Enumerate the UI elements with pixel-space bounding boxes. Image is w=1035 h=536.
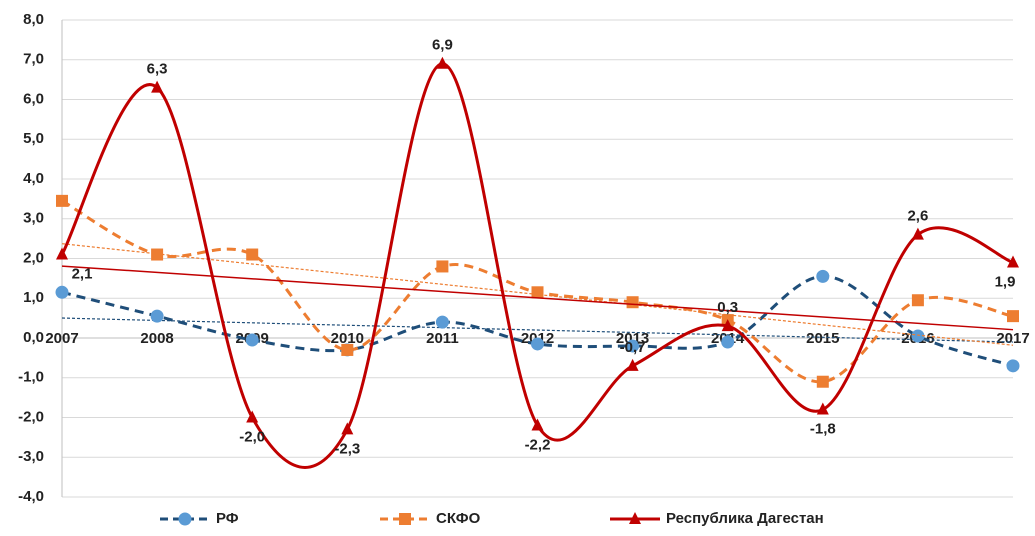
marker	[721, 335, 735, 349]
y-tick-label: -2,0	[18, 408, 44, 425]
y-tick-label: 0,0	[23, 329, 44, 346]
x-tick-label: 2010	[331, 330, 364, 347]
marker	[341, 422, 354, 435]
y-tick-label: 1,0	[23, 289, 44, 306]
series-line	[61, 199, 1014, 384]
data-label: 0,3	[717, 299, 738, 316]
marker	[816, 402, 829, 415]
trendline	[61, 317, 1014, 343]
data-label: -2,3	[334, 440, 360, 457]
legend-label: СКФО	[436, 510, 481, 527]
marker	[151, 80, 164, 93]
marker	[531, 286, 544, 299]
marker	[911, 227, 924, 240]
y-tick-label: 2,0	[23, 249, 44, 266]
marker	[531, 337, 544, 351]
trendline	[61, 265, 1014, 331]
data-label: 2,1	[72, 265, 93, 282]
marker	[341, 343, 354, 356]
data-label: 6,9	[432, 37, 453, 54]
data-label: -0,7	[620, 339, 646, 356]
trendline	[61, 243, 1014, 346]
data-label: -1,8	[810, 421, 836, 438]
marker	[626, 296, 639, 309]
marker	[721, 319, 734, 332]
legend-item: СКФО	[380, 510, 481, 527]
y-tick-label: -3,0	[18, 448, 44, 465]
marker	[246, 410, 259, 423]
marker	[150, 309, 164, 323]
x-tick-label: 2011	[426, 330, 459, 347]
marker	[626, 358, 639, 371]
y-tick-label: 4,0	[23, 170, 44, 187]
y-tick-label: 8,0	[23, 11, 44, 28]
data-label: -2,0	[239, 428, 265, 445]
marker	[56, 247, 68, 260]
y-tick-label: 6,0	[23, 90, 44, 107]
y-tick-label: 5,0	[23, 130, 44, 147]
data-label: -2,2	[525, 436, 551, 453]
y-tick-label: -1,0	[18, 369, 44, 386]
marker	[399, 513, 411, 525]
marker	[816, 269, 830, 283]
marker	[436, 56, 449, 69]
y-tick-label: -4,0	[18, 488, 44, 505]
data-label: 1,9	[995, 273, 1016, 290]
data-label: 2,6	[907, 208, 928, 225]
x-tick-label: 2015	[806, 330, 839, 347]
marker	[1007, 310, 1019, 323]
marker	[626, 339, 640, 353]
marker	[629, 512, 641, 524]
x-tick-label: 2008	[140, 330, 173, 347]
legend-item: РФ	[160, 510, 239, 527]
marker	[55, 285, 69, 299]
marker	[246, 248, 259, 261]
marker	[178, 512, 192, 526]
legend-label: Республика Дагестан	[666, 510, 824, 527]
marker	[435, 315, 449, 329]
marker	[436, 260, 449, 273]
marker	[1006, 359, 1020, 373]
y-tick-label: 3,0	[23, 210, 44, 227]
series-line	[61, 274, 1014, 368]
legend-item: Республика Дагестан	[610, 510, 824, 527]
marker	[151, 248, 164, 261]
marker	[1007, 255, 1019, 268]
y-tick-label: 7,0	[23, 51, 44, 68]
marker	[245, 333, 259, 347]
marker	[911, 294, 924, 307]
data-label: 6,3	[147, 61, 168, 78]
marker	[56, 194, 68, 207]
legend-label: РФ	[216, 510, 239, 527]
marker	[531, 418, 544, 431]
marker	[816, 375, 829, 388]
series-line	[60, 62, 1014, 469]
x-tick-label: 2013	[616, 330, 649, 347]
x-tick-label: 2017	[996, 330, 1029, 347]
x-tick-label: 2007	[45, 330, 78, 347]
